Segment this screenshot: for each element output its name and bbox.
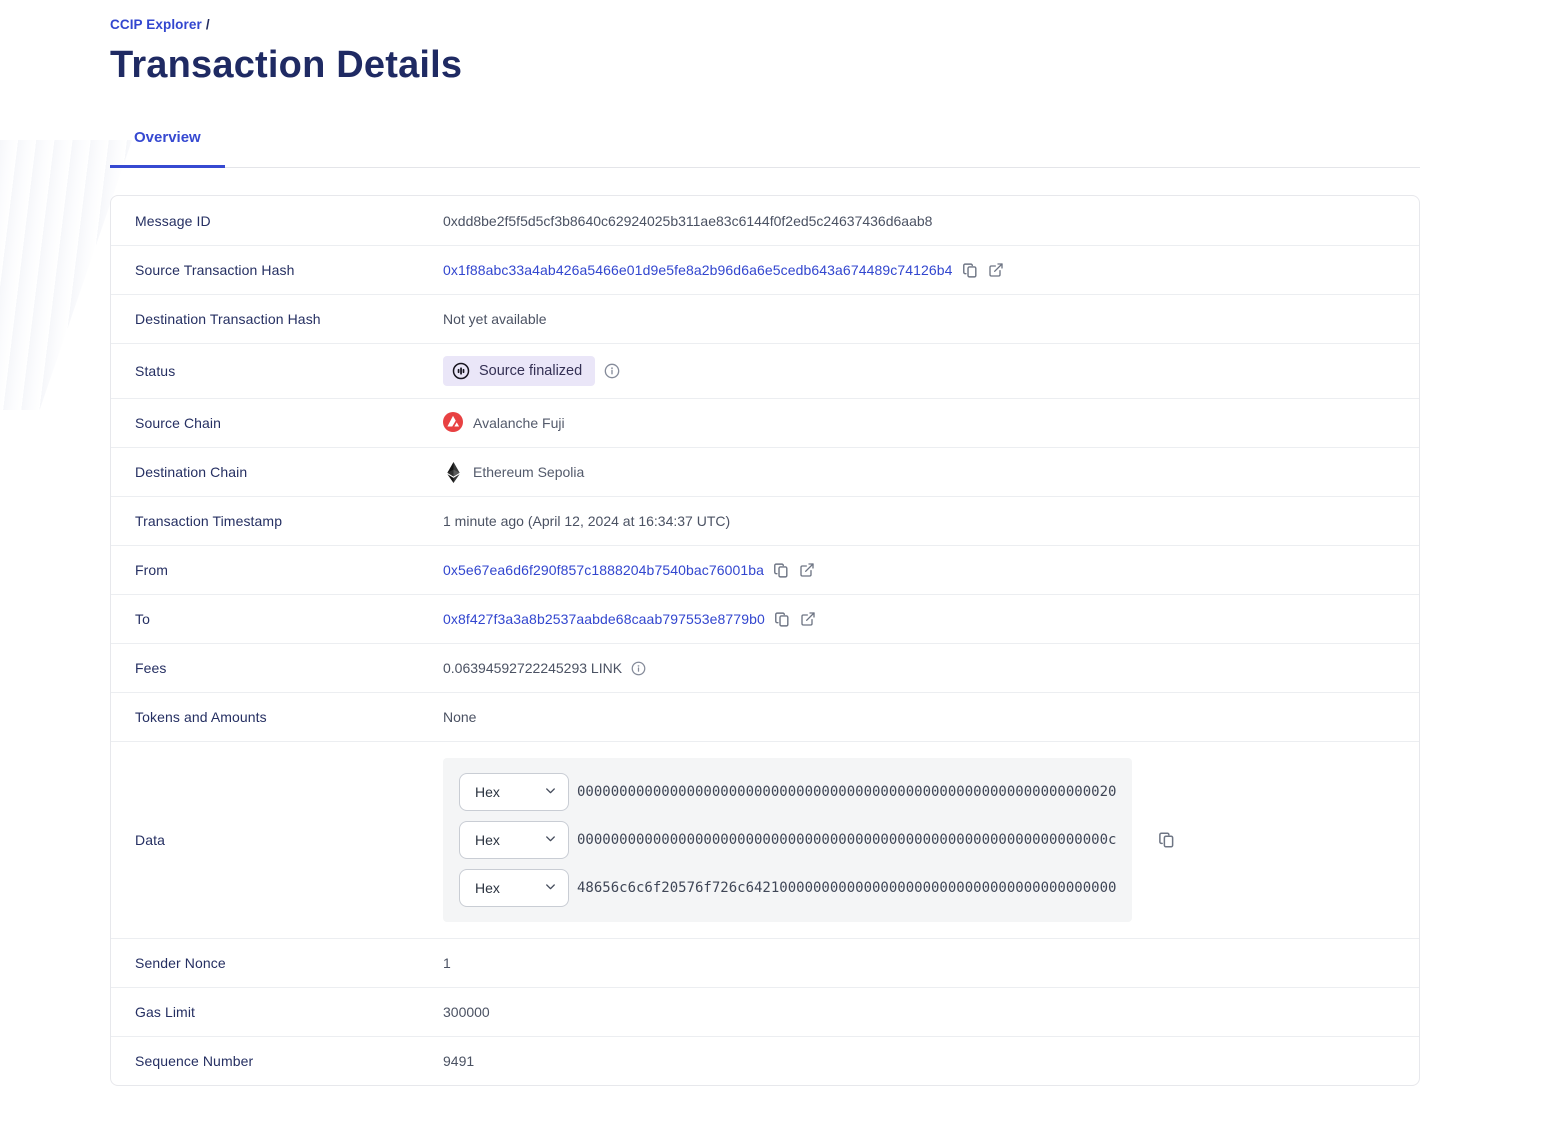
page-container: CCIP Explorer / Transaction Details Overv…: [110, 0, 1420, 1086]
fees-value: 0.06394592722245293 LINK: [443, 660, 623, 676]
table-row-to: To 0x8f427f3a3a8b2537aabde68caab797553e8…: [111, 594, 1419, 643]
table-row-fees: Fees 0.06394592722245293 LINK: [111, 643, 1419, 692]
page-title: Transaction Details: [110, 44, 463, 86]
tab-bar: Overview: [110, 129, 1420, 168]
table-row-tokens: Tokens and Amounts None: [111, 692, 1419, 741]
data-line: Hex 48656c6c6f20576f726c6421000000000000…: [459, 869, 1116, 907]
info-icon[interactable]: [631, 661, 646, 676]
source-chain-name: Avalanche Fuji: [473, 415, 565, 431]
to-address-link[interactable]: 0x8f427f3a3a8b2537aabde68caab797553e8779…: [443, 611, 765, 627]
row-label: To: [135, 611, 150, 627]
table-row-dest-chain: Destination Chain Ethereum Sepolia: [111, 447, 1419, 496]
external-link-icon[interactable]: [800, 611, 816, 627]
source-tx-hash-link[interactable]: 0x1f88abc33a4ab426a5466e01d9e5fe8a2b96d6…: [443, 262, 953, 278]
sequence-number-value: 9491: [443, 1053, 475, 1069]
info-icon[interactable]: [604, 363, 620, 379]
data-format-select[interactable]: Hex: [459, 773, 569, 811]
data-format-select[interactable]: Hex: [459, 869, 569, 907]
row-label: Sequence Number: [135, 1053, 254, 1069]
status-badge: Source finalized: [443, 356, 596, 386]
data-hex-word: 48656c6c6f20576f726c64210000000000000000…: [577, 880, 1117, 896]
message-id-value: 0xdd8be2f5f5d5cf3b8640c62924025b311ae83c…: [443, 212, 933, 229]
tab-overview[interactable]: Overview: [110, 129, 225, 168]
dest-tx-hash-value: Not yet available: [443, 311, 547, 327]
table-row-message-id: Message ID 0xdd8be2f5f5d5cf3b8640c629240…: [111, 196, 1419, 245]
row-label: Destination Transaction Hash: [135, 311, 321, 327]
dest-chain-name: Ethereum Sepolia: [473, 464, 585, 480]
breadcrumb-link-ccip-explorer[interactable]: CCIP Explorer: [110, 17, 202, 32]
status-badge-label: Source finalized: [479, 363, 583, 379]
row-label: Message ID: [135, 212, 211, 229]
data-hex-word: 0000000000000000000000000000000000000000…: [577, 784, 1117, 800]
chevron-down-icon: [543, 783, 558, 801]
data-hex-word: 0000000000000000000000000000000000000000…: [577, 832, 1117, 848]
row-label: From: [135, 562, 169, 578]
data-format-selected: Hex: [475, 880, 500, 896]
external-link-icon[interactable]: [988, 262, 1004, 278]
data-format-selected: Hex: [475, 832, 500, 848]
row-label: Gas Limit: [135, 1004, 196, 1020]
copy-icon[interactable]: [1158, 831, 1176, 849]
data-line: Hex 000000000000000000000000000000000000…: [459, 821, 1116, 859]
table-row-gas-limit: Gas Limit 300000: [111, 987, 1419, 1036]
copy-icon[interactable]: [962, 262, 979, 279]
table-row-source-chain: Source Chain Avalanche Fuji: [111, 398, 1419, 447]
sender-nonce-value: 1: [443, 955, 451, 971]
gas-limit-value: 300000: [443, 1004, 490, 1020]
row-label: Tokens and Amounts: [135, 709, 267, 725]
table-row-data: Data Hex 0000000000000000000000000000000…: [111, 741, 1419, 938]
row-label: Source Transaction Hash: [135, 262, 295, 278]
data-hex-panel: Hex 000000000000000000000000000000000000…: [443, 758, 1132, 922]
row-label: Sender Nonce: [135, 955, 226, 971]
data-format-select[interactable]: Hex: [459, 821, 569, 859]
table-row-dest-tx-hash: Destination Transaction Hash Not yet ava…: [111, 294, 1419, 343]
chevron-down-icon: [543, 831, 558, 849]
from-address-link[interactable]: 0x5e67ea6d6f290f857c1888204b7540bac76001…: [443, 562, 765, 578]
ethereum-icon: [443, 461, 463, 483]
status-progress-icon: [452, 362, 470, 380]
avalanche-icon: [443, 411, 463, 435]
table-row-sequence-number: Sequence Number 9491: [111, 1036, 1419, 1085]
breadcrumb-separator: /: [205, 17, 210, 32]
data-line: Hex 000000000000000000000000000000000000…: [459, 773, 1116, 811]
transaction-details-card: Message ID 0xdd8be2f5f5d5cf3b8640c629240…: [110, 195, 1420, 1086]
table-row-from: From 0x5e67ea6d6f290f857c1888204b7540bac…: [111, 545, 1419, 594]
table-row-timestamp: Transaction Timestamp 1 minute ago (Apri…: [111, 496, 1419, 545]
row-label: Destination Chain: [135, 464, 248, 480]
breadcrumb: CCIP Explorer /: [110, 0, 1420, 32]
table-row-source-tx-hash: Source Transaction Hash 0x1f88abc33a4ab4…: [111, 245, 1419, 294]
table-row-status: Status Source finalized: [111, 343, 1419, 398]
data-format-selected: Hex: [475, 784, 500, 800]
row-label: Fees: [135, 660, 167, 676]
external-link-icon[interactable]: [799, 562, 815, 578]
tokens-value: None: [443, 709, 477, 725]
table-row-sender-nonce: Sender Nonce 1: [111, 938, 1419, 987]
row-label: Status: [135, 363, 176, 379]
row-label: Transaction Timestamp: [135, 513, 283, 529]
chevron-down-icon: [543, 879, 558, 897]
copy-icon[interactable]: [774, 611, 791, 628]
timestamp-value: 1 minute ago (April 12, 2024 at 16:34:37…: [443, 513, 731, 529]
row-label: Data: [135, 832, 165, 848]
copy-icon[interactable]: [773, 562, 790, 579]
row-label: Source Chain: [135, 415, 222, 431]
